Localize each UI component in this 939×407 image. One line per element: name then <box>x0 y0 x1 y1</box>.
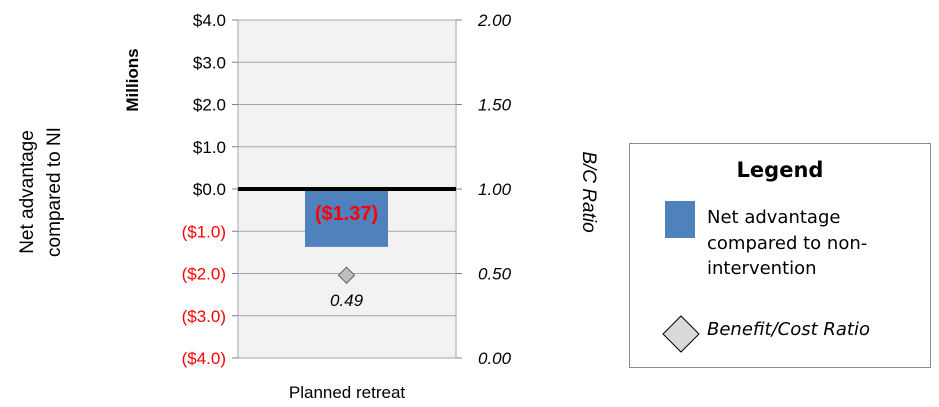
legend-box: Legend Net advantage compared to non-int… <box>629 143 931 368</box>
legend-swatch-net-advantage <box>665 201 695 238</box>
y-axis-unit-label: Millions <box>123 48 142 111</box>
y-tick-label: ($3.0) <box>182 307 226 326</box>
y2-tick-label: 0.00 <box>478 349 512 368</box>
legend-label-bc-ratio: Benefit/Cost Ratio <box>707 319 871 340</box>
legend-label-net-advantage: Net advantage compared to non-interventi… <box>707 207 868 279</box>
bar-data-label: ($1.37) <box>315 203 378 225</box>
y2-axis-title: B/C Ratio <box>578 151 599 232</box>
y-tick-label: $4.0 <box>193 11 226 30</box>
y2-tick-label: 0.50 <box>478 265 512 284</box>
legend-title: Legend <box>736 158 824 182</box>
legend-diamond-icon <box>662 315 700 353</box>
y-tick-label: ($2.0) <box>182 265 226 284</box>
x-category-label: Planned retreat <box>289 383 406 402</box>
bar-planned-retreat <box>305 189 388 247</box>
y-tick-label: $2.0 <box>193 96 226 115</box>
y-tick-label: $0.0 <box>193 180 226 199</box>
y-tick-label: ($4.0) <box>182 349 226 368</box>
bc-ratio-marker <box>337 266 356 284</box>
y2-tick-label: 1.50 <box>478 96 512 115</box>
y-axis-title-line1: Net advantage <box>17 130 38 254</box>
y-tick-label: $1.0 <box>193 138 226 157</box>
y-axis-title-line2: compared to NI <box>44 127 65 257</box>
y-tick-label: ($1.0) <box>182 222 226 241</box>
bc-ratio-data-label: 0.49 <box>330 291 364 310</box>
y2-tick-label: 2.00 <box>477 11 512 30</box>
y2-tick-label: 1.00 <box>478 180 512 199</box>
y-tick-label: $3.0 <box>193 53 226 72</box>
